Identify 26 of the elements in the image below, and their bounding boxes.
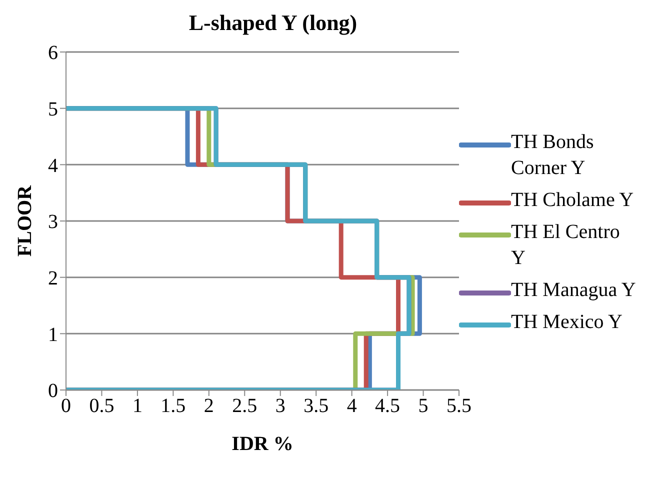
- legend-label: TH Managua Y: [511, 278, 636, 303]
- x-tick-label: 2: [204, 395, 214, 418]
- x-tick-label: 0.5: [89, 395, 114, 418]
- x-tick-label: 5: [418, 395, 428, 418]
- y-tick-label: 3: [48, 211, 58, 234]
- x-tick-label: 5.5: [446, 395, 472, 418]
- x-tick-label: 4.5: [375, 395, 400, 418]
- y-tick-label: 2: [48, 267, 58, 290]
- x-tick-label: 3: [275, 395, 286, 418]
- x-tick-label: 4: [346, 395, 357, 418]
- y-tick-label: 0: [48, 380, 58, 402]
- x-tick-label: 1: [132, 395, 142, 418]
- x-tick-label: 2.5: [232, 395, 258, 418]
- x-tick-label: 1.5: [160, 395, 186, 418]
- y-axis-title: FLOOR: [14, 184, 36, 257]
- x-axis-title: IDR %: [232, 433, 294, 455]
- legend-label: TH Cholame Y: [511, 188, 634, 213]
- legend-label: TH Mexico Y: [511, 310, 622, 335]
- chart-title: L-shaped Y (long): [188, 10, 358, 36]
- y-tick-label: 5: [48, 98, 58, 120]
- y-tick-label: 6: [48, 42, 58, 64]
- y-tick-label: 1: [48, 324, 58, 346]
- y-tick-label: 4: [48, 154, 58, 177]
- legend-label: TH El Centro Y: [511, 220, 621, 271]
- legend-label: TH Bonds Corner Y: [511, 130, 595, 181]
- x-tick-label: 3.5: [304, 395, 329, 418]
